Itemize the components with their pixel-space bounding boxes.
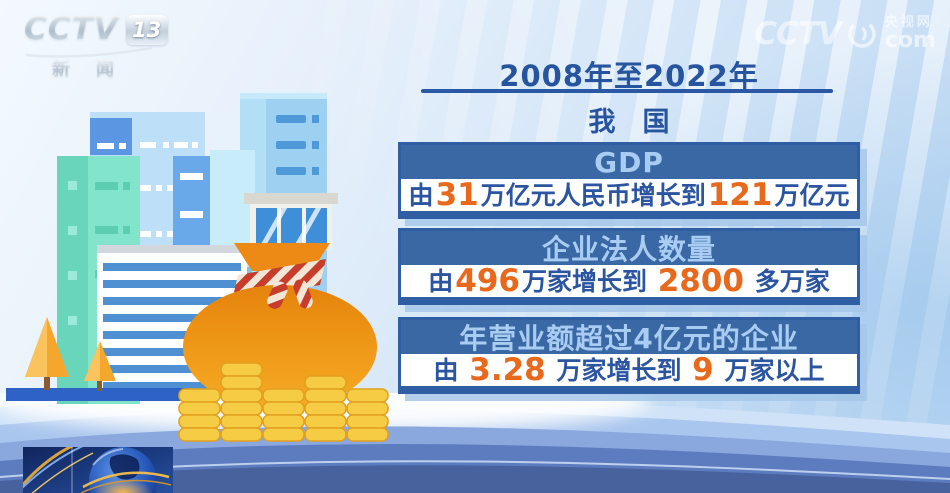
headline-underline (421, 89, 833, 93)
coin-stack (304, 375, 347, 442)
headline-period: 2008年至2022年 (499, 59, 759, 93)
channel-brand-text: CCTV (24, 11, 119, 47)
panel-value-line: 由 31 万亿元人民币增长到 121 万亿元 (401, 179, 857, 211)
stat-text: 多万家 (746, 266, 830, 296)
channel-name-text: 新闻 (52, 60, 168, 80)
watermark-domain-text: com (884, 28, 936, 53)
stat-number: 121 (707, 176, 773, 213)
stat-text: 万家以上 (715, 355, 825, 385)
stat-number: 3.28 (469, 351, 546, 388)
ground-bar (6, 388, 188, 401)
logo-swoosh-line (25, 46, 153, 58)
stat-text: 由 (433, 355, 468, 385)
watermark-site-text: 央视网 (884, 15, 933, 30)
coin-stack (262, 388, 305, 442)
panel-title: GDP (401, 145, 857, 179)
panel-value-line: 由 496 万家增长到 2800 多万家 (401, 265, 857, 297)
channel-number-badge: 13 (125, 14, 168, 45)
channel-bug: CCTV 13 新闻 (24, 14, 168, 80)
stat-number: 31 (435, 176, 479, 213)
headline-region: 我 国 (588, 107, 670, 138)
tree (25, 317, 69, 390)
globe-thumbnail (23, 447, 173, 493)
stat-text: 万亿元人民币增长到 (480, 180, 706, 210)
stat-number: 2800 (657, 262, 744, 299)
stat-text: 万家增长到 (522, 266, 656, 296)
panel-title: 企业法人数量 (401, 231, 857, 266)
stat-number: 496 (455, 262, 520, 299)
watermark-ring-icon (848, 20, 876, 48)
coin-stacks (178, 362, 389, 442)
stat-panel-gdp: GDP 由 31 万亿元人民币增长到 121 万亿元 (398, 142, 860, 219)
stat-number: 9 (692, 351, 714, 388)
stat-text: 由 (428, 266, 454, 296)
stat-text: 万亿元 (774, 180, 850, 210)
stat-panel-large-enterprises: 年营业额超过4亿元的企业 由 3.28 万家增长到 9 万家以上 (398, 317, 860, 394)
coin-stack (220, 362, 263, 442)
stat-panel-enterprises: 企业法人数量 由 496 万家增长到 2800 多万家 (398, 228, 860, 305)
stat-text: 由 (408, 180, 434, 210)
site-watermark: CCTV 央视网 com (754, 16, 936, 52)
coin-stack (346, 388, 389, 442)
stat-text: 万家增长到 (547, 355, 691, 385)
city-money-illustration (6, 93, 389, 442)
tree (84, 341, 116, 391)
storefront (244, 193, 338, 250)
coin-stack (178, 388, 221, 442)
panel-value-line: 由 3.28 万家增长到 9 万家以上 (401, 354, 857, 386)
panel-title: 年营业额超过4亿元的企业 (401, 320, 857, 355)
watermark-brand-text: CCTV (754, 15, 842, 52)
